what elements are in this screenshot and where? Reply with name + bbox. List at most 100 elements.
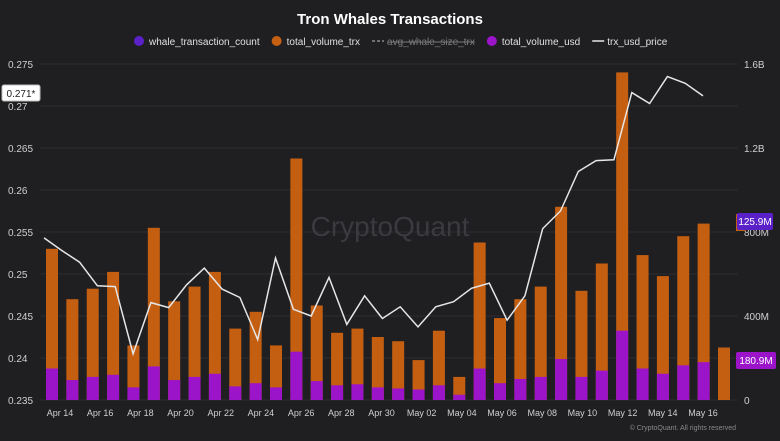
legend-swatch xyxy=(134,36,144,46)
bar-total-volume-trx xyxy=(86,288,99,400)
bar-total-volume-trx xyxy=(46,248,58,400)
bar-total-volume-trx xyxy=(66,299,79,400)
total-volume-trx-bars xyxy=(46,72,730,401)
bar-total-volume-usd xyxy=(229,386,242,400)
value-tags: 0.271* 125.9M 180.9M xyxy=(1,84,776,369)
legend-label: total_volume_trx xyxy=(287,37,360,48)
bar-total-volume-usd xyxy=(290,351,303,400)
right-tick-label: 0 xyxy=(744,396,750,407)
bar-total-volume-trx xyxy=(555,206,568,400)
bar-total-volume-trx xyxy=(575,290,588,400)
bar-total-volume-trx xyxy=(371,337,384,400)
bar-total-volume-trx xyxy=(351,328,364,400)
legend-item[interactable]: whale_transaction_count xyxy=(134,36,260,48)
legend-item[interactable]: total_volume_usd xyxy=(486,36,580,48)
bar-total-volume-usd xyxy=(127,387,140,400)
legend-item[interactable]: avg_whale_size_trx xyxy=(372,37,475,48)
bar-total-volume-usd xyxy=(636,368,649,400)
bar-total-volume-usd xyxy=(46,368,58,400)
bar-total-volume-trx xyxy=(718,347,730,400)
bar-total-volume-usd xyxy=(86,376,99,400)
bar-total-volume-usd xyxy=(107,374,120,400)
value-tag-box xyxy=(736,352,776,369)
bar-total-volume-trx xyxy=(636,255,649,400)
x-tick-label: Apr 28 xyxy=(328,408,355,418)
legend-swatch xyxy=(271,36,282,46)
legend-label: trx_usd_price xyxy=(607,37,667,48)
left-tick-label: 0.235 xyxy=(8,396,33,407)
chart-title: Tron Whales Transactions xyxy=(297,11,483,28)
left-tick-label: 0.26 xyxy=(8,186,28,197)
bar-total-volume-trx xyxy=(127,345,140,400)
bar-total-volume-usd xyxy=(249,383,262,400)
bar-total-volume-trx xyxy=(432,330,445,400)
bar-total-volume-usd xyxy=(432,385,445,400)
bar-total-volume-usd xyxy=(534,376,547,400)
bar-total-volume-trx xyxy=(107,271,120,400)
x-tick-label: May 06 xyxy=(487,408,517,418)
bar-total-volume-trx xyxy=(249,311,262,400)
bar-total-volume-trx xyxy=(290,158,303,400)
x-tick-label: May 04 xyxy=(447,408,477,418)
legend-item[interactable]: total_volume_trx xyxy=(271,36,360,48)
bar-total-volume-trx xyxy=(168,301,181,400)
bar-total-volume-usd xyxy=(168,380,181,400)
legend-label: total_volume_usd xyxy=(502,37,580,48)
x-tick-label: Apr 14 xyxy=(47,408,74,418)
bar-total-volume-trx xyxy=(331,332,344,400)
bar-total-volume-usd xyxy=(310,381,323,400)
bar-total-volume-usd xyxy=(66,380,79,400)
legend-item[interactable]: trx_usd_price xyxy=(592,37,668,48)
current-price-label: 0.271* xyxy=(7,89,36,100)
copyright-footer: © CryptoQuant. All rights reserved xyxy=(630,424,736,432)
x-tick-label: May 08 xyxy=(527,408,557,418)
bar-total-volume-usd xyxy=(412,389,425,400)
bar-total-volume-usd xyxy=(208,373,221,400)
bar-total-volume-trx xyxy=(147,227,160,400)
value-tag-label: 125.9M xyxy=(738,217,771,228)
bar-total-volume-trx xyxy=(453,376,466,400)
bar-total-volume-trx xyxy=(392,341,405,400)
bar-total-volume-trx xyxy=(656,276,669,400)
bar-total-volume-trx xyxy=(229,328,242,400)
x-tick-label: Apr 22 xyxy=(207,408,234,418)
bar-total-volume-usd xyxy=(677,365,690,400)
right-tick-label: 400M xyxy=(744,312,769,323)
bar-total-volume-usd xyxy=(616,330,629,400)
right-tick-label: 800M xyxy=(744,228,769,239)
watermark: CryptoQuant xyxy=(311,211,470,242)
bar-total-volume-trx xyxy=(310,305,323,400)
bar-total-volume-usd xyxy=(331,385,344,400)
left-tick-label: 0.27 xyxy=(8,102,28,113)
bar-total-volume-usd xyxy=(392,388,405,400)
bar-total-volume-trx xyxy=(494,318,506,400)
bar-total-volume-trx xyxy=(208,271,221,400)
left-tick-label: 0.275 xyxy=(8,60,33,71)
left-tick-label: 0.245 xyxy=(8,312,33,323)
x-tick-label: Apr 20 xyxy=(167,408,194,418)
x-tick-label: Apr 16 xyxy=(87,408,114,418)
bar-total-volume-usd xyxy=(575,376,588,400)
x-tick-label: Apr 18 xyxy=(127,408,154,418)
bar-total-volume-trx xyxy=(534,286,547,400)
x-tick-label: Apr 26 xyxy=(288,408,315,418)
value-tag-label: 180.9M xyxy=(739,356,772,367)
bar-total-volume-usd xyxy=(555,359,568,400)
x-tick-label: May 12 xyxy=(608,408,638,418)
total-volume-usd-bars xyxy=(46,330,710,400)
bar-total-volume-usd xyxy=(473,368,486,400)
current-price-tag: 0.271* xyxy=(1,84,41,102)
bar-total-volume-trx xyxy=(697,223,710,400)
x-tick-label: May 10 xyxy=(568,408,598,418)
bar-total-volume-trx xyxy=(616,72,629,401)
bar-total-volume-trx xyxy=(188,286,201,400)
bar-total-volume-trx xyxy=(677,236,690,400)
legend-swatch xyxy=(486,36,497,46)
bar-total-volume-usd xyxy=(351,384,364,400)
bar-total-volume-usd xyxy=(188,376,201,400)
left-tick-label: 0.24 xyxy=(8,354,28,365)
legend-label: whale_transaction_count xyxy=(148,37,260,48)
legend: whale_transaction_count total_volume_trx a… xyxy=(134,36,668,48)
value-tag-count: 125.9M xyxy=(736,213,773,231)
